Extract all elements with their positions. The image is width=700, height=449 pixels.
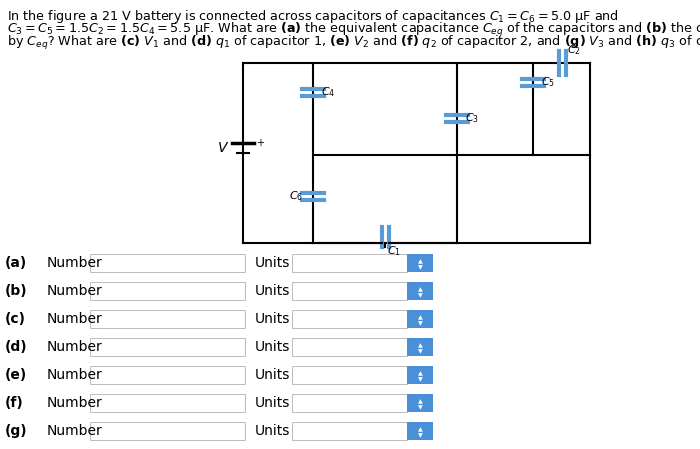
Text: ▼: ▼ (418, 321, 422, 326)
FancyBboxPatch shape (90, 338, 245, 356)
FancyBboxPatch shape (90, 422, 245, 440)
FancyBboxPatch shape (407, 282, 433, 300)
Text: ▲: ▲ (418, 427, 422, 432)
FancyBboxPatch shape (407, 422, 433, 440)
Text: ▼: ▼ (418, 294, 422, 299)
Text: $C_3$: $C_3$ (465, 111, 479, 125)
Text: V: V (218, 141, 228, 155)
Text: In the figure a 21 V battery is connected across capacitors of capacitances $C_1: In the figure a 21 V battery is connecte… (7, 8, 619, 25)
Text: (b): (b) (5, 284, 27, 298)
Text: ▲: ▲ (418, 287, 422, 292)
Text: Number: Number (47, 396, 103, 410)
Text: ▼: ▼ (418, 433, 422, 439)
FancyBboxPatch shape (292, 254, 407, 272)
FancyBboxPatch shape (292, 282, 407, 300)
Text: Number: Number (47, 368, 103, 382)
Text: (d): (d) (5, 340, 27, 354)
Text: Units: Units (255, 368, 290, 382)
Text: ▼: ▼ (418, 349, 422, 355)
FancyBboxPatch shape (292, 394, 407, 412)
FancyBboxPatch shape (292, 310, 407, 328)
FancyBboxPatch shape (407, 310, 433, 328)
FancyBboxPatch shape (407, 394, 433, 412)
FancyBboxPatch shape (90, 282, 245, 300)
Text: Units: Units (255, 340, 290, 354)
FancyBboxPatch shape (90, 254, 245, 272)
Text: $C_2$: $C_2$ (567, 43, 581, 57)
Text: Units: Units (255, 312, 290, 326)
FancyBboxPatch shape (407, 366, 433, 384)
Text: Units: Units (255, 284, 290, 298)
Text: ▲: ▲ (418, 400, 422, 405)
Text: $C_5$: $C_5$ (541, 75, 555, 89)
Text: $C_3 = C_5 = 1.5C_2 = 1.5C_4 = 5.5$ μF. What are $\mathbf{(a)}$ the equivalent c: $C_3 = C_5 = 1.5C_2 = 1.5C_4 = 5.5$ μF. … (7, 21, 700, 39)
Text: Number: Number (47, 424, 103, 438)
Text: ▼: ▼ (418, 265, 422, 270)
Text: Number: Number (47, 284, 103, 298)
Text: (f): (f) (5, 396, 24, 410)
Text: Units: Units (255, 256, 290, 270)
Text: Units: Units (255, 424, 290, 438)
FancyBboxPatch shape (407, 254, 433, 272)
FancyBboxPatch shape (292, 366, 407, 384)
Text: $C_6$: $C_6$ (289, 189, 303, 203)
Text: ▲: ▲ (418, 260, 422, 264)
Text: (a): (a) (5, 256, 27, 270)
FancyBboxPatch shape (292, 422, 407, 440)
FancyBboxPatch shape (407, 338, 433, 356)
FancyBboxPatch shape (90, 366, 245, 384)
Text: Number: Number (47, 340, 103, 354)
Text: ▲: ▲ (418, 371, 422, 377)
Text: ▲: ▲ (418, 316, 422, 321)
Text: +: + (256, 138, 264, 148)
FancyBboxPatch shape (292, 338, 407, 356)
Text: Number: Number (47, 256, 103, 270)
Text: Units: Units (255, 396, 290, 410)
Text: $C_4$: $C_4$ (321, 85, 335, 99)
Text: ▲: ▲ (418, 343, 422, 348)
Text: ▼: ▼ (418, 405, 422, 410)
FancyBboxPatch shape (90, 394, 245, 412)
Text: ▼: ▼ (418, 378, 422, 383)
FancyBboxPatch shape (90, 310, 245, 328)
Text: (c): (c) (5, 312, 26, 326)
Text: (g): (g) (5, 424, 27, 438)
Text: (e): (e) (5, 368, 27, 382)
Text: $C_1$: $C_1$ (387, 244, 401, 258)
Text: by $C_{eq}$? What are $\mathbf{(c)}$ $V_1$ and $\mathbf{(d)}$ $q_1$ of capacitor: by $C_{eq}$? What are $\mathbf{(c)}$ $V_… (7, 34, 700, 52)
Text: Number: Number (47, 312, 103, 326)
